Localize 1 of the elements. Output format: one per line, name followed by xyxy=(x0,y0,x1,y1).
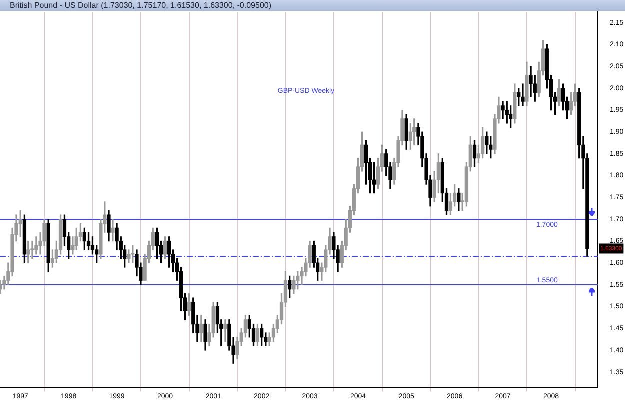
chart-title: British Pound - US Dollar (1.73030, 1.75170, 1.61530, 1.63300, -0.09500) xyxy=(0,0,625,11)
